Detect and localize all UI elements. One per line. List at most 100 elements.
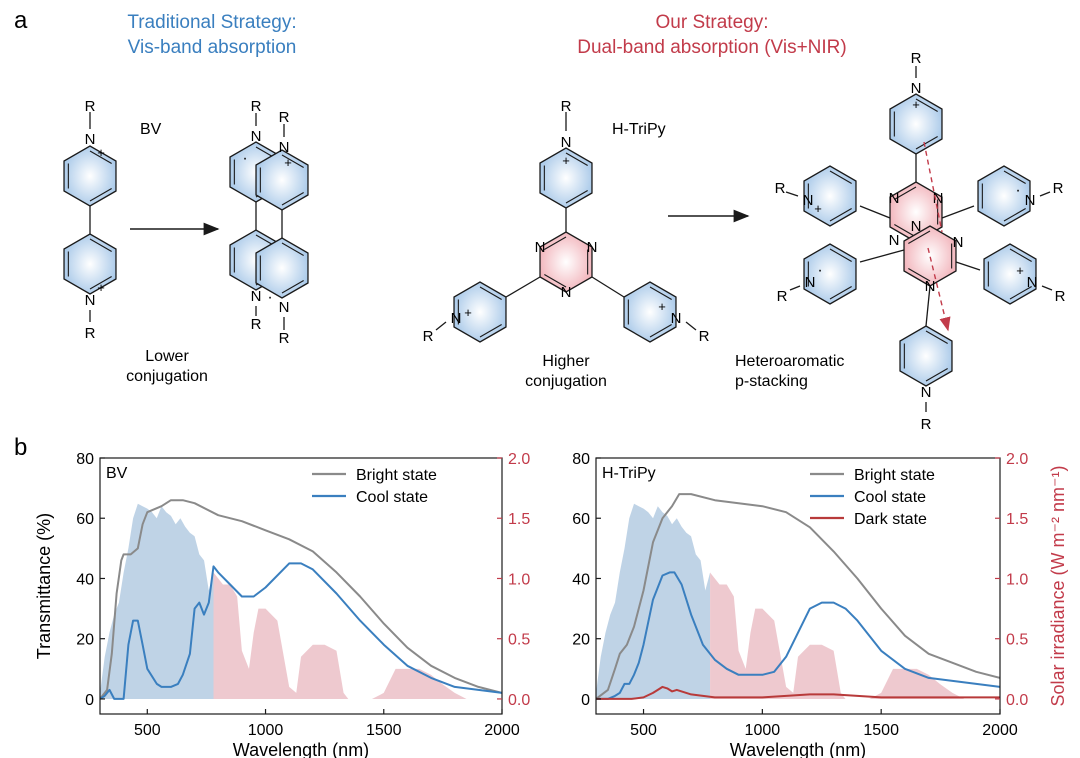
htpd-plus-ul: + [814,201,822,216]
htp-plus-right: + [658,299,666,314]
htpd-ring-ll-double-bond-0 [829,286,852,300]
htpd-r-bottom: R [921,416,932,433]
x-tick-label: 2000 [982,722,1018,739]
legend-label: Bright state [356,467,437,484]
htpd-rb-ll [789,285,801,291]
y-tick-label: 40 [572,571,590,588]
bvd-radical-top: · [242,150,247,167]
htpd-ring-bottom [899,325,953,387]
htpd-ring-bottom-double-bond-2 [925,330,948,344]
htpd-link-bottom [925,285,931,327]
bv-n-bottom: N [85,292,96,309]
htpd-ring-ur-double-bond-0 [1003,208,1026,222]
htpd-ring-ll-double-bond-2 [829,248,852,262]
series-line-cool-state [100,562,502,700]
y2-tick-label: 0.0 [508,692,530,709]
solar-spectrum-vis-area [100,503,214,699]
y2-tick-label: 0.5 [508,632,530,649]
htpd-rb-ul [785,191,799,197]
htpd-ring-ul [803,165,857,227]
htpd-r-lr: R [1055,288,1066,305]
bvd-plus-b-top: + [284,155,292,170]
x-tick-label: 500 [134,722,161,739]
htpd-link-lr [955,261,981,271]
htpd-link-ll [859,249,905,263]
bv-name: BV [140,121,162,138]
ours-title-line1: Our Strategy: [656,12,769,33]
panel-b: b 500 1000 1500 2000 0 20 40 60 80 0.0 0.5 1.0 1.5 2.… [14,434,1068,758]
bvd-radical-bottom: · [267,289,272,306]
series-line-cool-state [596,571,1000,700]
bvd-r-a-bottom: R [251,316,262,333]
bvd-ring-b-top-double-bond-2 [281,154,304,168]
htpd-n-ll: N [805,274,816,291]
htpd-link-ul [859,205,891,219]
ours-title-line2: Dual-band absorption (Vis+NIR) [577,37,846,58]
htpd-tz-n5: N [911,218,922,235]
htpd-tz-n4: N [953,234,964,251]
htpd-plus-lr: + [1016,263,1024,278]
htpd-plus-top: + [912,97,920,112]
htpd-dot-ur: · [1015,182,1020,199]
bv-plus-bottom: + [97,280,105,295]
x-tick-label: 1000 [745,722,781,739]
htpd-ring-bottom-double-bond-0 [925,368,948,382]
bvd-r-a-top: R [251,98,262,115]
x-tick-label: 1500 [863,722,899,739]
y-tick-label: 20 [572,632,590,649]
htpd-r-ur: R [1053,180,1064,197]
x-tick-label: 500 [630,722,657,739]
htpd-tz-b-double-bond-1 [908,230,931,244]
bvd-ring-b-bottom-double-bond-2 [281,242,304,256]
bvd-n-b-bottom: N [279,299,290,316]
y-axis-label: Transmittance (%) [34,513,54,659]
series-line-dark-state [596,685,1000,700]
bvd-n-a-bottom: N [251,288,262,305]
htp-n-right: N [671,310,682,327]
htp-ring-right-double-bond-2 [649,286,672,300]
htpd-n-lr: N [1027,274,1038,291]
solar-spectrum-nir-area [213,572,502,699]
htripy-name: H-TriPy [612,121,666,138]
solar-spectrum-nir-area [710,572,1000,699]
htpd-r-ll: R [777,288,788,305]
y-tick-label: 60 [76,511,94,528]
htpd-ring-lr-double-bond-0 [1009,286,1032,300]
legend-label: Cool state [356,489,428,506]
htpd-link-ur [941,205,975,219]
x-axis-label: Wavelength (nm) [233,740,369,758]
htpd-tz-b-double-bond-0 [908,268,931,282]
legend-label: Bright state [854,467,935,484]
plot-bv: 500 1000 1500 2000 0 20 40 60 80 0.0 0.5 1.0 1.5 2.0 W… [34,451,530,758]
x-axis-label: Wavelength (nm) [730,740,866,758]
panel-label-a: a [14,7,28,34]
y-tick-label: 20 [76,632,94,649]
bv-plus-top: + [97,145,105,160]
htpd-tz-n1: N [889,190,900,207]
bvd-r-b-bottom: R [279,330,290,347]
bv-ring-bottom [63,233,117,295]
series-line-bright-state [596,493,1000,700]
htpd-n-top: N [911,80,922,97]
plot-frame [595,457,1001,715]
htpd-ring-ul-double-bond-0 [829,208,852,222]
htpd-ring-ll [803,243,857,305]
plot-area [596,493,1000,700]
y2-tick-label: 0.5 [1006,632,1028,649]
htp-ring-right [623,281,677,343]
htp-r-top: R [561,98,572,115]
y2-tick-label: 1.0 [1006,571,1028,588]
y2-tick-label: 2.0 [1006,451,1028,468]
htpd-tz-n3: N [889,232,900,249]
htp-ring-left [453,281,507,343]
caption-higher-2: conjugation [525,373,607,390]
caption-stack-2: p-stacking [735,373,808,390]
htpd-tz-a-double-bond-1 [894,186,917,200]
bvd-ring-b-bottom [255,237,309,299]
caption-higher-1: Higher [542,353,590,370]
htpd-n-ul: N [803,192,814,209]
htpd-ring-lr-double-bond-2 [1009,248,1032,262]
panel-label-b: b [14,434,27,461]
y-tick-label: 80 [76,451,94,468]
bv-ring-top-double-bond-2 [89,150,112,164]
